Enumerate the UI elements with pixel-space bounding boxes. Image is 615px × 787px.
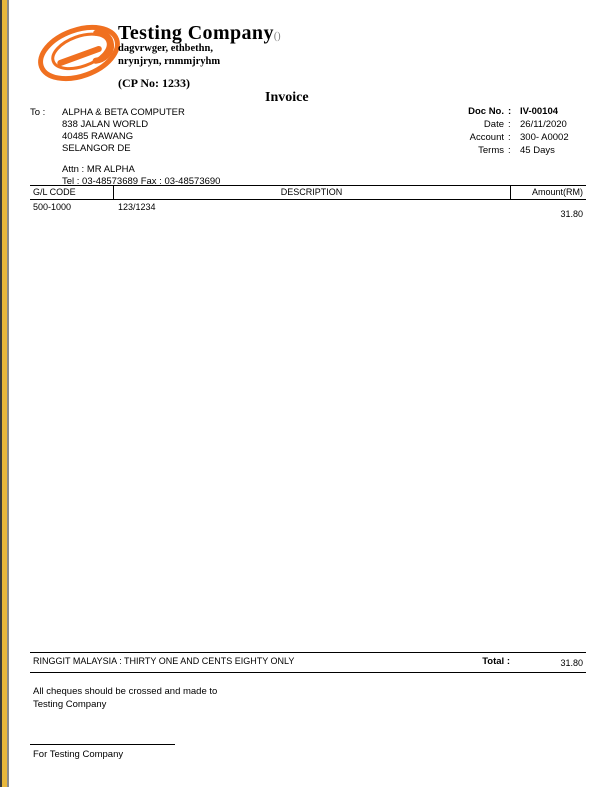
company-registration-no: (CP No: 1233) <box>118 76 190 90</box>
cheque-note-line-1: All cheques should be crossed and made t… <box>33 686 218 697</box>
meta-label: Terms <box>478 145 504 156</box>
cheque-note-line-2: Testing Company <box>33 699 107 710</box>
bill-to-tel-fax: Tel : 03-48573689 Fax : 03-48573690 <box>62 176 221 187</box>
page-edge-gray-stripe <box>7 0 9 787</box>
meta-value-terms: 45 Days <box>520 145 555 156</box>
bill-to-line: 838 JALAN WORLD <box>62 119 149 130</box>
totals-top-rule <box>30 652 586 653</box>
meta-colon: : <box>508 106 512 117</box>
document-title: Invoice <box>265 90 309 105</box>
meta-row-account: Account : 300- A0002 <box>408 132 598 145</box>
meta-colon: : <box>508 132 511 143</box>
company-address-line-1: dagvrwger, ethbethn, <box>118 43 213 54</box>
page-edge-gold-stripe <box>2 0 7 787</box>
meta-row-date: Date : 26/11/2020 <box>408 119 598 132</box>
meta-value-date: 26/11/2020 <box>520 119 567 130</box>
meta-row-doc-no: Doc No. : IV-00104 <box>408 106 598 119</box>
table-row-description: 123/1234 <box>118 202 156 212</box>
meta-value-account: 300- A0002 <box>520 132 569 143</box>
company-name-suffix: () <box>273 31 281 42</box>
bill-to-line: SELANGOR DE <box>62 143 131 154</box>
meta-row-terms: Terms : 45 Days <box>408 145 598 158</box>
company-name-text: Testing Company <box>118 22 274 44</box>
signature-label: For Testing Company <box>33 749 124 760</box>
company-address-line-2: nrynjryn, rnmmjryhm <box>118 56 221 67</box>
table-header-amount: Amount(RM) <box>531 187 583 197</box>
meta-colon: : <box>508 145 511 156</box>
table-top-rule <box>30 185 586 186</box>
totals-bottom-rule <box>30 672 586 673</box>
company-name: Testing Company() <box>118 22 281 45</box>
meta-label: Date <box>483 119 504 130</box>
bill-to-attention: Attn : MR ALPHA <box>62 164 135 175</box>
meta-label: Account <box>469 132 504 143</box>
table-row-gl-code: 500-1000 <box>33 202 72 212</box>
meta-colon: : <box>508 119 511 130</box>
page-edge-dark-stripe <box>0 0 2 787</box>
table-divider-gl-description <box>113 185 114 200</box>
table-divider-description-amount <box>510 185 511 200</box>
total-label: Total : <box>482 656 510 667</box>
meta-value-doc-no: IV-00104 <box>520 106 559 117</box>
company-logo-icon <box>36 16 122 90</box>
table-header-description: DESCRIPTION <box>280 187 343 197</box>
signature-rule <box>30 744 175 745</box>
table-header-rule <box>30 199 586 200</box>
document-meta-block: Doc No. : IV-00104 Date : 26/11/2020 Acc… <box>408 106 598 162</box>
table-row-amount: 31.80 <box>560 209 583 219</box>
bill-to-line: 40485 RAWANG <box>62 131 134 142</box>
total-amount: 31.80 <box>560 658 583 668</box>
bill-to-label: To : <box>30 107 46 118</box>
amount-in-words: RINGGIT MALAYSIA : THIRTY ONE AND CENTS … <box>33 656 295 666</box>
bill-to-line: ALPHA & BETA COMPUTER <box>62 107 185 118</box>
meta-label: Doc No. <box>468 106 504 117</box>
table-header-gl-code: G/L CODE <box>33 187 76 197</box>
